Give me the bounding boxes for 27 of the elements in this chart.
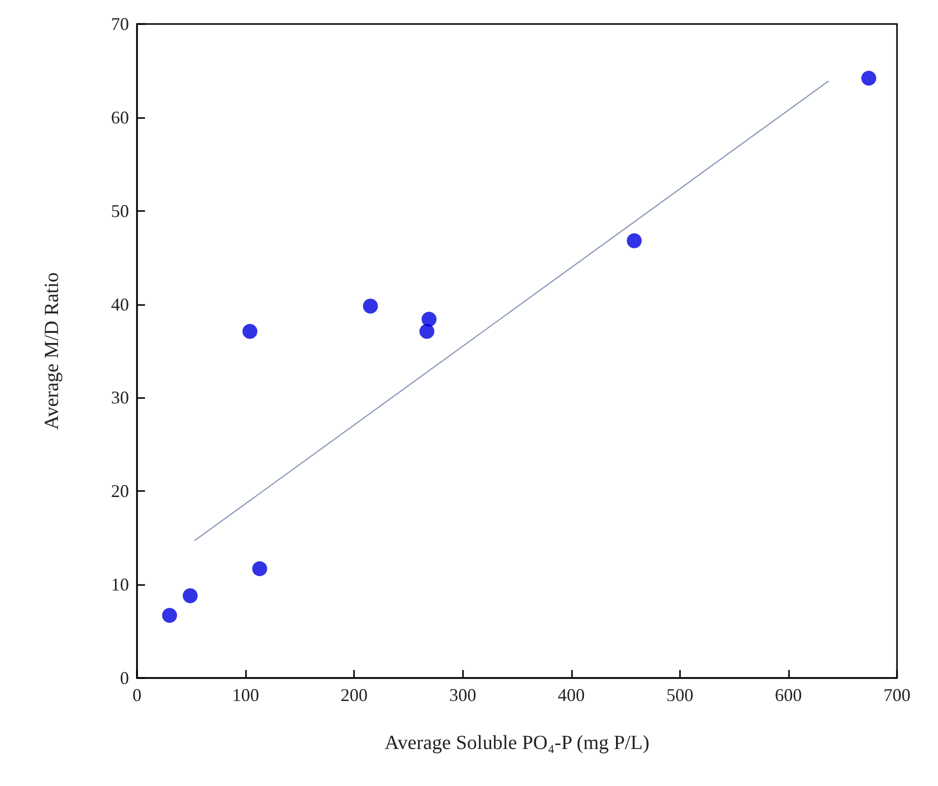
y-tick-label: 0 <box>120 668 129 688</box>
x-tick-label: 0 <box>132 685 142 705</box>
y-axis-title: Average M/D Ratio <box>41 272 63 430</box>
x-tick-label: 600 <box>774 685 802 705</box>
x-tick-label: 100 <box>232 685 260 705</box>
point <box>422 312 437 327</box>
x-tick-label: 300 <box>449 685 476 705</box>
point <box>182 588 198 604</box>
y-tick-label: 70 <box>111 14 129 34</box>
point <box>362 298 378 314</box>
point <box>162 608 178 623</box>
x-tick-label: 200 <box>340 685 368 705</box>
x-tick-label: 700 <box>884 685 910 705</box>
y-tick-label: 40 <box>111 294 129 314</box>
point <box>419 324 434 339</box>
y-tick-label: 10 <box>111 574 129 595</box>
point <box>626 233 642 248</box>
y-tick-label: 50 <box>111 200 129 221</box>
point <box>252 561 268 576</box>
x-tick-label: 400 <box>558 685 585 705</box>
point <box>861 70 876 86</box>
y-tick-label: 60 <box>111 107 129 128</box>
y-tick-label: 30 <box>111 388 129 408</box>
x-axis-title: Average Soluble PO₄-P (mg P/L) <box>384 732 650 754</box>
x-tick-label: 500 <box>666 685 694 705</box>
y-tick-label: 20 <box>111 481 129 502</box>
point <box>242 324 258 339</box>
